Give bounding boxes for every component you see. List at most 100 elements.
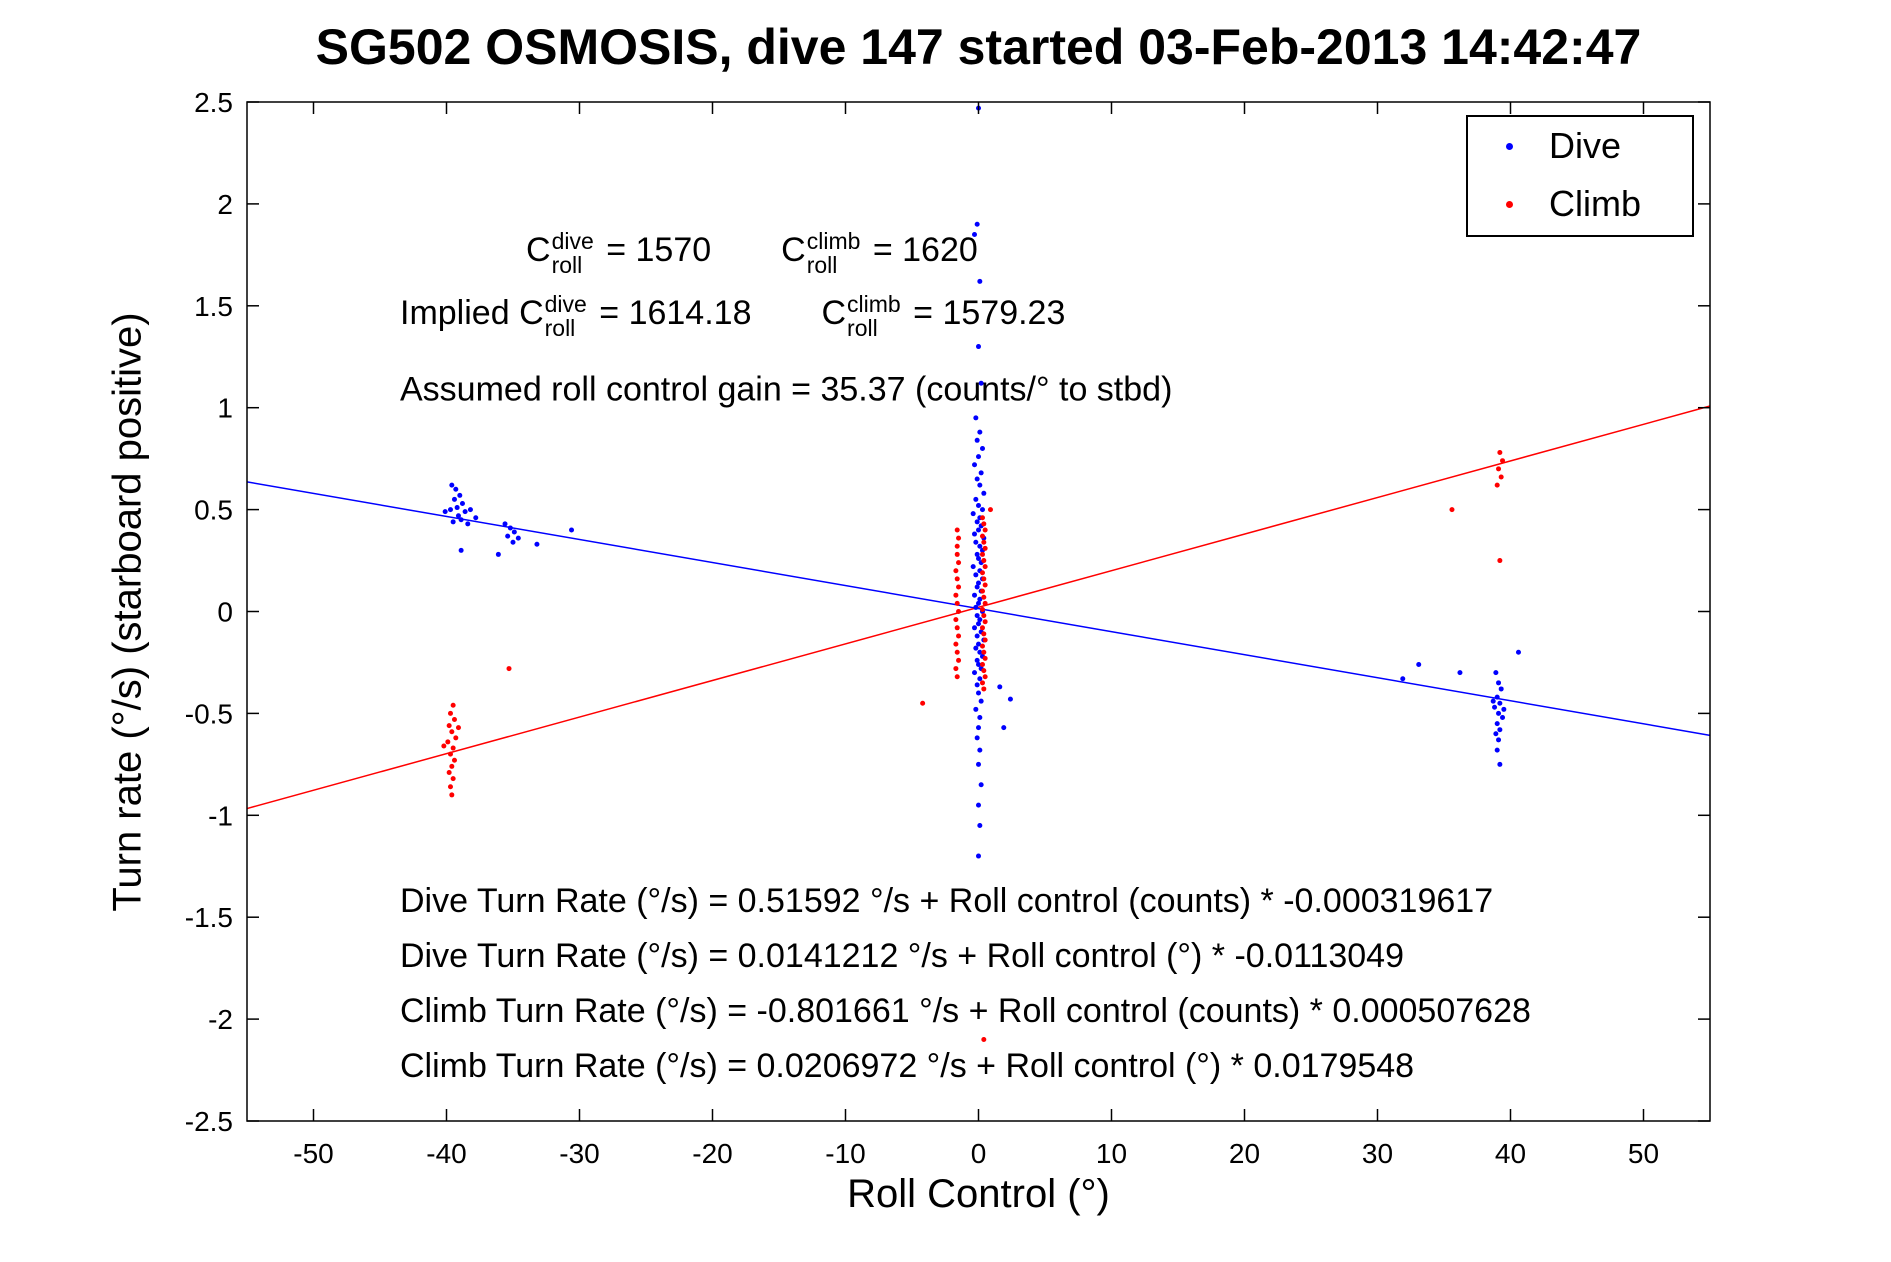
dive-point [976, 527, 981, 533]
dive-point [1501, 706, 1507, 712]
dive-point [972, 592, 978, 598]
dive-point [1500, 714, 1506, 720]
climb-point [953, 617, 959, 623]
dive-point [977, 596, 983, 602]
climb-point [981, 539, 987, 545]
dive-point [976, 761, 981, 767]
dive-point [453, 486, 459, 492]
dive-point [458, 517, 464, 523]
dive-point [977, 482, 983, 488]
climb-point [981, 576, 987, 582]
dive-point [515, 535, 521, 541]
legend-item-climb: Climb [1468, 175, 1692, 233]
y-tick-label: 0.5 [194, 495, 233, 526]
dive-point [1490, 698, 1496, 704]
dive-point [510, 539, 516, 545]
y-tick-label: -2.5 [185, 1106, 233, 1137]
dive-point [977, 822, 983, 828]
climb-point [979, 606, 985, 612]
dive-point [973, 706, 979, 712]
climb-point [920, 700, 926, 706]
dive-point [449, 482, 455, 488]
climb-point [954, 576, 960, 582]
climb-point [455, 725, 461, 731]
climb-point [979, 625, 985, 631]
climb-point [981, 668, 987, 674]
x-tick-label: -10 [825, 1138, 865, 1169]
equation-dive-degrees: Dive Turn Rate (°/s) = 0.0141212 °/s + R… [400, 937, 1404, 975]
dive-point [1416, 661, 1422, 667]
y-tick-label: -1.5 [185, 902, 233, 933]
dive-point [976, 580, 981, 586]
dive-point [1493, 731, 1499, 737]
climb-point [1497, 450, 1503, 456]
dive-point [972, 531, 978, 537]
climb-point [506, 666, 512, 672]
dive-point [974, 633, 980, 639]
dive-point [978, 470, 984, 476]
dive-point [1497, 700, 1503, 706]
x-tick-label: 10 [1096, 1138, 1127, 1169]
climb-point [956, 633, 962, 639]
climb-point [982, 527, 988, 533]
dive-point [976, 503, 981, 509]
equation-dive-counts: Dive Turn Rate (°/s) = 0.51592 °/s + Rol… [400, 882, 1494, 920]
climb-point [981, 558, 987, 564]
dive-point [976, 802, 981, 808]
dive-point [974, 519, 980, 525]
climb-point [956, 584, 962, 590]
dive-point [502, 521, 508, 527]
climb-point [979, 661, 985, 667]
y-tick-label: 2.5 [194, 87, 233, 118]
climb-point [447, 751, 453, 757]
dive-point [442, 509, 448, 515]
climb-point [981, 613, 987, 619]
dive-point [974, 657, 980, 663]
legend-label-dive: Dive [1549, 125, 1622, 166]
dive-point [976, 725, 981, 731]
dive-point [997, 684, 1003, 690]
dive-point [465, 521, 471, 527]
dive-point [447, 507, 453, 513]
dive-point [569, 527, 575, 533]
dive-point [1515, 649, 1521, 655]
climb-point [954, 649, 960, 655]
climb-point [447, 784, 453, 790]
climb-point [954, 543, 960, 549]
climb-point [954, 527, 960, 533]
dive-point [972, 462, 978, 468]
climb-point [447, 710, 453, 716]
dive-point [1492, 704, 1498, 710]
dive-fit-line [246, 481, 1711, 737]
climb-point [954, 551, 960, 557]
climb-point [1497, 558, 1503, 564]
y-tick-label: -2 [208, 1004, 233, 1035]
dive-point [972, 231, 978, 237]
dive-point [976, 853, 981, 859]
dive-point [495, 551, 501, 557]
dive-point [976, 454, 981, 460]
fit-equations: Dive Turn Rate (°/s) = 0.51592 °/s + Rol… [400, 874, 1531, 1094]
dive-point [511, 529, 517, 535]
climb-point [982, 655, 988, 661]
dive-point [973, 645, 979, 651]
dive-point [462, 509, 468, 515]
dive-point [1007, 696, 1013, 702]
dive-point [977, 747, 983, 753]
climb-point [981, 594, 987, 600]
dive-point [973, 604, 979, 610]
dive-point [451, 496, 457, 502]
dive-point [1494, 694, 1500, 700]
climb-point [956, 535, 962, 541]
legend: Dive Climb [1466, 115, 1694, 237]
x-tick-label: -50 [293, 1138, 333, 1169]
climb-point [953, 641, 959, 647]
climb-point [981, 649, 987, 655]
y-tick-label: 2 [217, 189, 233, 220]
climb-point [979, 680, 985, 686]
climb-point [982, 545, 988, 551]
dive-point [457, 492, 463, 498]
